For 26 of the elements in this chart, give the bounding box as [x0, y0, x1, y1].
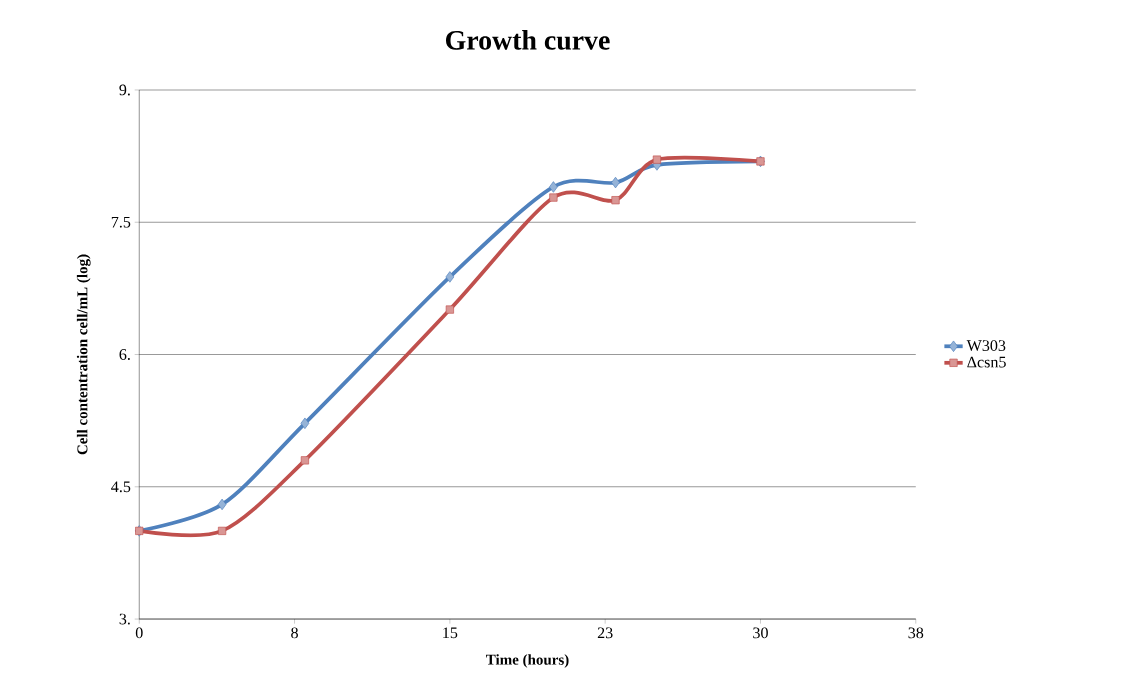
- y-tick-label: 6.: [119, 348, 130, 360]
- point: [611, 195, 620, 205]
- x-tick-label: 8: [291, 627, 298, 639]
- y-tick-label: 9.: [119, 84, 130, 96]
- chart-title: Growth curve: [445, 29, 610, 50]
- point: [445, 305, 454, 314]
- x-tick-label: 0: [135, 627, 143, 639]
- point: [300, 456, 309, 465]
- x-axis-title: Time (hours): [486, 653, 569, 668]
- point: [652, 155, 662, 164]
- x-tick-label: 15: [443, 627, 458, 638]
- x-tick-label: 38: [908, 627, 924, 639]
- point: [549, 193, 558, 202]
- point: [300, 417, 310, 429]
- legend-label: Δcsn5: [967, 356, 1006, 368]
- y-tick-label: 7.5: [111, 216, 131, 228]
- x-tick-label: 23: [597, 627, 613, 639]
- point: [445, 271, 455, 283]
- point: [549, 181, 558, 193]
- y-axis-title: Cell contentration cell/mL (log): [76, 254, 91, 455]
- y-tick-label: 3.: [119, 613, 130, 625]
- y-tick-label: 4.5: [111, 481, 131, 493]
- point: [218, 526, 227, 535]
- point: [217, 498, 227, 510]
- x-tick-label: 30: [753, 627, 768, 639]
- legend-label: W303: [966, 339, 1006, 351]
